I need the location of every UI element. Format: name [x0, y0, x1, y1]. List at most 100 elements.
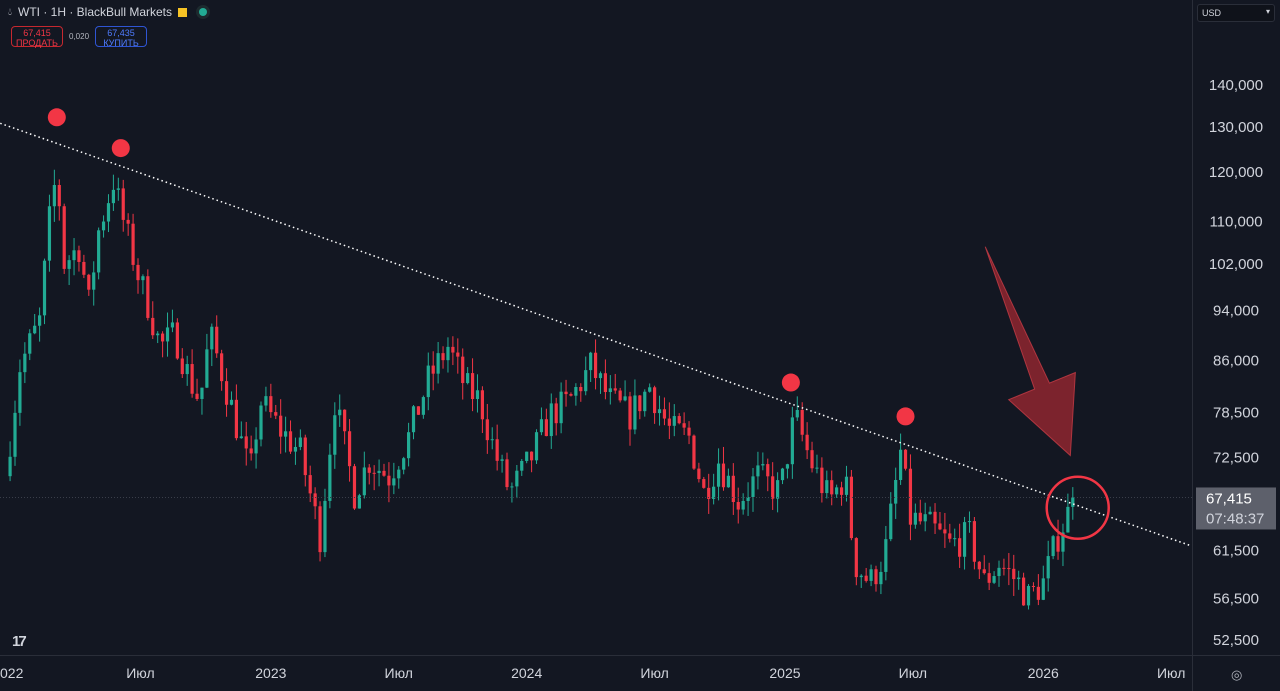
candle-body: [618, 390, 622, 401]
candle-body: [613, 388, 617, 391]
candle-body: [175, 322, 179, 359]
symbol-header[interactable]: 💧︎ WTI · 1H · BlackBull Markets: [8, 5, 208, 19]
candle-body: [136, 264, 140, 281]
candle-body: [318, 506, 322, 553]
candle-body: [997, 567, 1001, 577]
candle-body: [662, 409, 667, 419]
candle-body: [343, 409, 347, 432]
candle-body: [530, 451, 534, 461]
spread: 0,020: [69, 32, 90, 41]
candle-body: [461, 356, 465, 384]
candle-body: [584, 370, 588, 392]
candle-body: [987, 573, 991, 583]
candle-body: [889, 503, 893, 540]
candle-body: [879, 571, 883, 585]
candle-body: [170, 322, 175, 328]
price-tick-label: 86,000: [1213, 353, 1259, 370]
candle-body: [500, 459, 504, 461]
candle-body: [913, 512, 917, 525]
candles: [8, 169, 1075, 610]
price-tick-label: 102,000: [1209, 256, 1263, 273]
candle-body: [259, 405, 263, 440]
settings-icon[interactable]: ◎: [1231, 667, 1243, 682]
candle-body: [972, 521, 976, 562]
candle-body: [141, 276, 145, 281]
candle-body: [57, 185, 61, 207]
candle-body: [67, 260, 71, 269]
candle-body: [161, 333, 165, 342]
candle-body: [687, 427, 691, 436]
candle-body: [948, 533, 952, 539]
candle-body: [200, 387, 204, 399]
candle-body: [72, 250, 76, 261]
candle-body: [766, 464, 770, 477]
highlight-circle: [1045, 475, 1110, 541]
candle-body: [485, 419, 489, 441]
candle-body: [918, 512, 922, 522]
candle-body: [1031, 585, 1036, 587]
candle-body: [111, 189, 115, 204]
candle-body: [598, 373, 603, 379]
candle-body: [165, 327, 170, 342]
candle-body: [667, 418, 671, 426]
candle-body: [303, 437, 307, 476]
candle-body: [23, 353, 27, 373]
candle-body: [466, 373, 470, 384]
candle-body: [1056, 536, 1060, 552]
candle-body: [82, 261, 86, 275]
candle-body: [825, 480, 829, 494]
candle-body: [392, 478, 396, 486]
currency-value: USD: [1202, 8, 1222, 18]
sell-price: 67,415: [23, 28, 51, 38]
candle-body: [908, 468, 913, 525]
candle-body: [933, 511, 937, 524]
candle-body: [756, 465, 760, 477]
candle-body: [77, 250, 81, 262]
candle-body: [589, 352, 593, 371]
last-price-badge: [1196, 487, 1276, 530]
candle-body: [249, 448, 253, 454]
candle-body: [608, 388, 612, 393]
candle-body: [702, 479, 706, 488]
candle-body: [382, 470, 386, 476]
candle-body: [830, 480, 834, 495]
candle-body: [1071, 497, 1075, 507]
candle-body: [682, 423, 686, 428]
time-tick-label: Июл: [1157, 665, 1185, 681]
candle-body: [820, 467, 824, 494]
candle-body: [313, 493, 317, 507]
candle-body: [958, 538, 962, 557]
tradingview-logo[interactable]: 17: [12, 633, 27, 650]
flag-icon: [178, 7, 188, 17]
candle-body: [859, 575, 863, 578]
price-tick-label: 52,500: [1213, 632, 1259, 649]
candle-body: [712, 486, 716, 499]
candle-body: [864, 575, 868, 581]
currency-select[interactable]: USD ▾: [1197, 4, 1275, 22]
candle-body: [151, 317, 155, 336]
candle-body: [229, 399, 234, 405]
buy-button[interactable]: 67,435 КУПИТЬ: [95, 26, 148, 48]
candle-body: [1046, 556, 1050, 579]
time-tick-label: Июл: [640, 665, 668, 681]
candle-body: [549, 403, 553, 437]
candle-body: [849, 476, 853, 539]
candle-body: [451, 346, 455, 353]
candle-body: [982, 569, 986, 574]
candle-body: [953, 538, 957, 540]
sell-button[interactable]: 67,415 ПРОДАТЬ: [11, 26, 63, 48]
candle-body: [47, 206, 52, 261]
candle-body: [38, 315, 42, 326]
candle-body: [1051, 536, 1055, 557]
candle-body: [106, 203, 111, 222]
candle-body: [367, 467, 371, 473]
candle-body: [721, 463, 726, 488]
candle-body: [42, 260, 47, 316]
candle-body: [835, 487, 839, 495]
candle-body: [520, 460, 524, 471]
candle-body: [751, 476, 755, 498]
price-tick-label: 56,500: [1213, 590, 1259, 607]
candle-body: [224, 381, 229, 405]
